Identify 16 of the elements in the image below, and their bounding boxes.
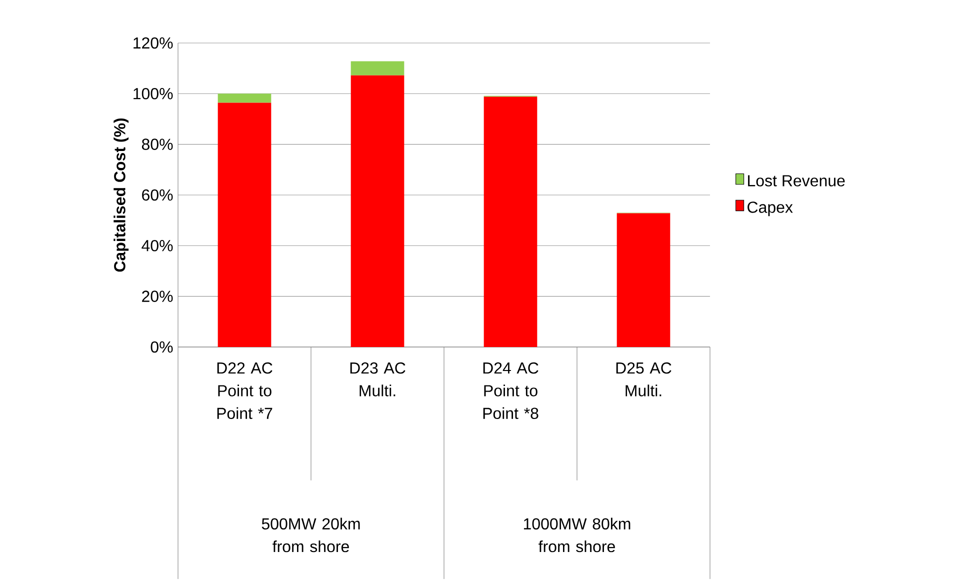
text: 1000MW 80km from shore <box>524 518 630 552</box>
x-tick-label: D23 AC Multi. <box>350 362 406 396</box>
legend-label: Capex <box>748 202 793 216</box>
y-tick-label: 80% <box>142 138 173 150</box>
x-tick-label: D24 AC Point to Point *8 <box>483 362 538 420</box>
y-tick-label: 60% <box>142 189 173 201</box>
y-tick-label: 120% <box>134 37 173 49</box>
y-tick-label: 100% <box>134 88 173 100</box>
x-tick-label: D22 AC Point to Point *7 <box>217 362 272 420</box>
legend-label: Lost Revenue <box>748 175 845 186</box>
text: 500MW 20km from shore <box>262 518 360 552</box>
x-tick-label: D25 AC Multi. <box>616 362 672 396</box>
y-tick-label: 40% <box>142 240 173 252</box>
y-tick-label: 20% <box>142 290 173 302</box>
y-axis-title: Capitalised Cost (%) <box>114 118 129 272</box>
y-tick-label: 0% <box>150 341 173 353</box>
